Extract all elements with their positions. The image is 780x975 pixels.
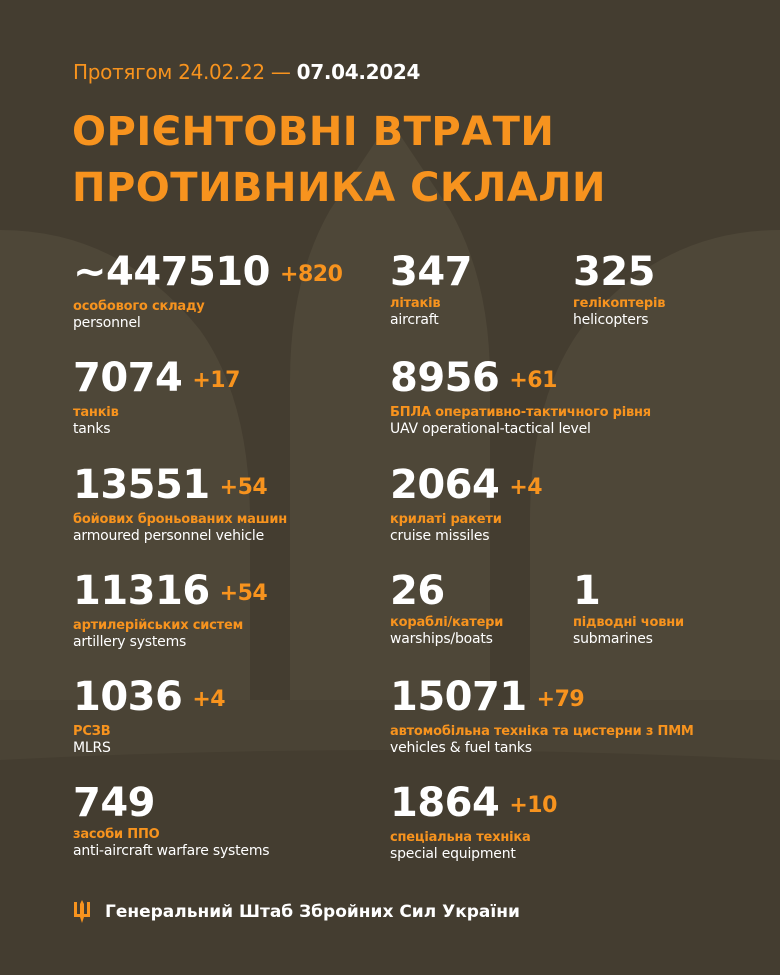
stat-personnel: ~447510 +820 особового складу personnel xyxy=(73,249,343,331)
stat-value: 7074 +17 xyxy=(73,355,240,401)
stat-value: 1 xyxy=(573,568,601,614)
stat-label-ua: бойових броньованих машин xyxy=(73,512,288,527)
stat-delta: +4 xyxy=(192,687,226,712)
stat-value: 15071 +79 xyxy=(390,674,585,720)
stat-tanks: 7074 +17 танків tanks xyxy=(73,356,240,437)
stat-value: 749 xyxy=(73,780,156,826)
stat-label-en: helicopters xyxy=(573,312,649,328)
stat-value: 347 xyxy=(390,249,473,295)
stat-value: 26 xyxy=(390,568,445,614)
stat-label-en: UAV operational-tactical level xyxy=(390,421,591,437)
stat-vehicles-fuel-tanks: 15071 +79 автомобільна техніка та цистерн… xyxy=(390,675,694,756)
stat-mlrs: 1036 +4 РСЗВ MLRS xyxy=(73,674,226,756)
stat-label-ua: особового складу xyxy=(73,299,205,314)
page-title: ОРІЄНТОВНІ ВТРАТИ ПРОТИВНИКА СКЛАЛИ xyxy=(72,109,607,211)
stat-label-ua: РСЗВ xyxy=(73,724,111,739)
stat-label-en: personnel xyxy=(73,315,141,331)
trident-icon xyxy=(74,900,90,923)
stat-anti-aircraft-warfare-systems: 749 засоби ППО anti-aircraft warfare sys… xyxy=(73,780,270,859)
stat-delta: +79 xyxy=(536,687,585,712)
stat-label-ua: танків xyxy=(73,405,119,420)
stat-label-en: cruise missiles xyxy=(390,528,490,544)
stat-delta: +54 xyxy=(219,475,268,500)
stat-label-en: submarines xyxy=(573,631,653,647)
stat-armoured-personnel-vehicle: 13551 +54 бойових броньованих машин armou… xyxy=(73,463,287,544)
stat-label-en: MLRS xyxy=(73,740,111,756)
stat-special-equipment: 1864 +10 спеціальна техніка special equip… xyxy=(390,781,557,862)
stat-label-en: anti-aircraft warfare systems xyxy=(73,843,270,859)
stat-helicopters: 325 гелікоптерів helicopters xyxy=(573,250,665,328)
stat-value: 13551 +54 xyxy=(73,462,268,508)
stat-label-en: tanks xyxy=(73,421,111,437)
stat-label-en: vehicles & fuel tanks xyxy=(390,740,532,756)
stat-value: 1864 +10 xyxy=(390,780,557,826)
stat-label-ua: гелікоптерів xyxy=(573,296,666,311)
stat-label-en: armoured personnel vehicle xyxy=(73,528,265,544)
stat-artillery-systems: 11316 +54 артилерійських систем artillery… xyxy=(73,568,268,650)
stat-label-ua: крилаті ракети xyxy=(390,512,502,527)
stat-label-en: special equipment xyxy=(390,846,516,862)
stat-delta: +61 xyxy=(509,368,557,393)
stat-label-en: aircraft xyxy=(390,312,439,328)
stat-label-ua: автомобільна техніка та цистерни з ПММ xyxy=(390,724,694,739)
stat-label-ua: спеціальна техніка xyxy=(390,830,531,845)
stat-value: 8956 +61 xyxy=(390,355,557,401)
stat-submarines: 1 підводні човни submarines xyxy=(573,569,684,647)
stat-delta: +4 xyxy=(509,475,543,500)
stat-delta: +10 xyxy=(509,793,557,818)
footer: Генеральний Штаб Збройних Сил України xyxy=(73,900,520,924)
stat-warships-boats: 26 кораблі/катери warships/boats xyxy=(390,569,503,647)
stat-value: 1036 +4 xyxy=(73,674,226,720)
stat-label-ua: засоби ППО xyxy=(73,827,160,842)
stat-delta: +17 xyxy=(192,368,240,393)
stat-label-ua: кораблі/катери xyxy=(390,615,504,630)
stat-label-ua: підводні човни xyxy=(573,615,684,630)
stat-label-ua: літаків xyxy=(390,296,441,311)
stat-label-ua: артилерійських систем xyxy=(73,618,243,633)
footer-text: Генеральний Штаб Збройних Сил України xyxy=(105,902,520,922)
stat-cruise-missiles: 2064 +4 крилаті ракети cruise missiles xyxy=(390,462,543,544)
stat-uav-operational-tactical-level: 8956 +61 БПЛА оперативно-тактичного рівня… xyxy=(390,356,651,437)
stat-delta: +820 xyxy=(280,262,343,287)
stat-aircraft: 347 літаків aircraft xyxy=(390,249,473,328)
stat-delta: +54 xyxy=(219,581,268,606)
period-subtitle: Протягом 24.02.22 — 07.04.2024 xyxy=(73,60,421,84)
stat-value: ~447510 +820 xyxy=(73,249,343,295)
stat-value: 2064 +4 xyxy=(390,462,543,508)
stat-value: 11316 +54 xyxy=(73,568,268,614)
stat-label-ua: БПЛА оперативно-тактичного рівня xyxy=(390,405,651,420)
stat-value: 325 xyxy=(573,249,656,295)
stat-label-en: warships/boats xyxy=(390,631,493,647)
stat-label-en: artillery systems xyxy=(73,634,187,650)
